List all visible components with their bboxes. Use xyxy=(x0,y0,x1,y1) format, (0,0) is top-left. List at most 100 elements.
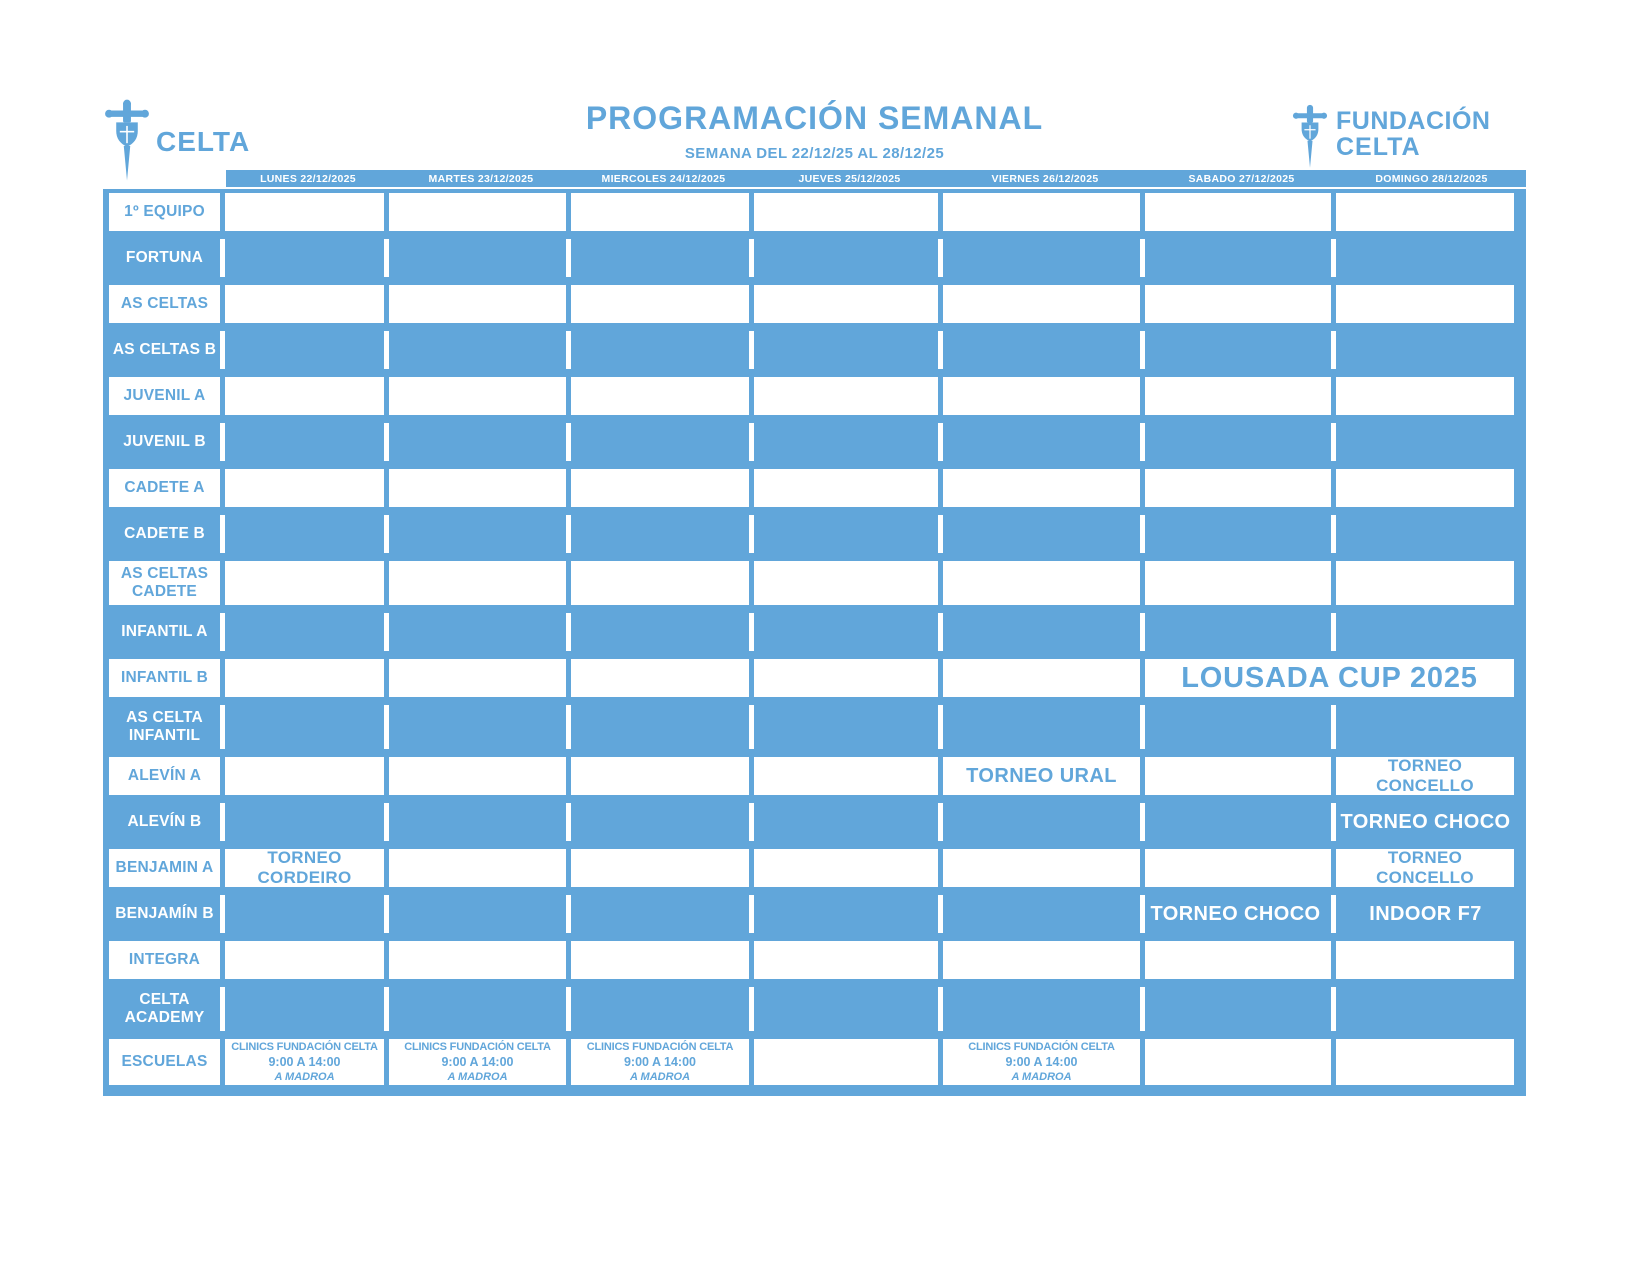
team-label-line: CELTA xyxy=(139,991,190,1009)
team-label: CADETE B xyxy=(124,525,205,543)
empty-cell-day-2 xyxy=(566,941,749,979)
team-label: ALEVÍN A xyxy=(109,757,220,795)
event-text: TORNEO CHOCO xyxy=(1150,902,1321,925)
team-label-line: AS CELTA xyxy=(126,709,203,727)
event-cell-day-6: TORNEO CHOCO xyxy=(1331,799,1520,845)
empty-cell-day-2 xyxy=(566,377,749,415)
team-label: AS CELTAS CADETE xyxy=(109,561,220,605)
empty-cell-day-5 xyxy=(1140,561,1331,605)
team-row-4: JUVENIL A xyxy=(103,373,1526,419)
empty-cell-day-3 xyxy=(749,757,938,795)
empty-cell-day-5 xyxy=(1140,799,1331,845)
empty-cell-day-4 xyxy=(938,659,1140,697)
team-label: AS CELTAS B xyxy=(112,341,217,359)
empty-cell-day-1 xyxy=(384,757,566,795)
empty-cell-day-0 xyxy=(220,757,384,795)
empty-cell-day-2 xyxy=(566,235,749,281)
empty-cell-day-3 xyxy=(749,701,938,753)
empty-cell-day-3 xyxy=(749,1039,938,1085)
empty-cell-day-2 xyxy=(566,561,749,605)
empty-cell-day-1 xyxy=(384,561,566,605)
empty-cell-day-4 xyxy=(938,701,1140,753)
empty-cell-day-3 xyxy=(749,941,938,979)
empty-cell-day-3 xyxy=(749,659,938,697)
team-label: INFANTIL B xyxy=(109,659,220,697)
empty-cell-day-1 xyxy=(384,419,566,465)
empty-cell-day-3 xyxy=(749,327,938,373)
empty-cell-day-3 xyxy=(749,799,938,845)
empty-cell-day-5 xyxy=(1140,983,1331,1035)
team-label: AS CELTA INFANTIL xyxy=(109,701,220,753)
empty-cell-day-1 xyxy=(384,849,566,887)
clinic-line: 9:00 A 14:00 xyxy=(1005,1054,1078,1069)
day-header-0: LUNES 22/12/2025 xyxy=(260,172,356,185)
team-label: INFANTIL A xyxy=(121,623,208,641)
event-text: CONCELLO xyxy=(1376,868,1474,887)
empty-cell-day-5 xyxy=(1140,469,1331,507)
day-header-2: MIERCOLES 24/12/2025 xyxy=(601,172,726,185)
empty-cell-day-3 xyxy=(749,193,938,231)
page-subtitle: SEMANA DEL 22/12/25 AL 28/12/25 xyxy=(684,145,945,162)
empty-cell-day-0 xyxy=(220,941,384,979)
event-text: CORDEIRO xyxy=(257,868,352,887)
empty-cell-day-1 xyxy=(384,377,566,415)
clinic-line: A MADROA xyxy=(447,1071,508,1084)
clinic-line: A MADROA xyxy=(629,1071,691,1084)
empty-cell-day-3 xyxy=(749,891,938,937)
event-text: TORNEO URAL xyxy=(966,764,1117,787)
empty-cell-day-5 xyxy=(1140,235,1331,281)
event-cell-day-5: LOUSADA CUP 2025 xyxy=(1140,659,1520,697)
empty-cell-day-2 xyxy=(566,701,749,753)
empty-cell-day-5 xyxy=(1140,419,1331,465)
team-row-15: BENJAMÍN B TORNEO CHOCO INDOOR F7 xyxy=(103,891,1526,937)
clinic-line: 9:00 A 14:00 xyxy=(623,1054,697,1069)
event-text: TORNEO xyxy=(1387,849,1463,867)
event-cell-day-6: TORNEO CONCELLO xyxy=(1331,757,1520,795)
day-header-4: VIERNES 26/12/2025 xyxy=(991,172,1099,185)
empty-cell-day-2 xyxy=(566,511,749,557)
empty-cell-day-5 xyxy=(1140,327,1331,373)
empty-cell-day-6 xyxy=(1331,701,1520,753)
event-cell-day-0: CLINICS FUNDACIÓN CELTA 9:00 A 14:00 A MAD… xyxy=(220,1039,384,1085)
celta-logo: CELTA xyxy=(104,98,250,184)
event-cell-day-4: CLINICS FUNDACIÓN CELTA 9:00 A 14:00 A MAD… xyxy=(938,1039,1140,1085)
clinic-line: A MADROA xyxy=(1011,1071,1072,1084)
event-text: INDOOR F7 xyxy=(1369,902,1482,925)
team-label: CADETE A xyxy=(109,469,220,507)
empty-cell-day-2 xyxy=(566,285,749,323)
empty-cell-day-1 xyxy=(384,659,566,697)
empty-cell-day-3 xyxy=(749,511,938,557)
event-cell-day-0: TORNEO CORDEIRO xyxy=(220,849,384,887)
event-cell-day-6: INDOOR F7 xyxy=(1331,891,1520,937)
empty-cell-day-4 xyxy=(938,609,1140,655)
empty-cell-day-2 xyxy=(566,983,749,1035)
team-row-17: CELTA ACADEMY xyxy=(103,983,1526,1035)
empty-cell-day-0 xyxy=(220,235,384,281)
empty-cell-day-0 xyxy=(220,327,384,373)
empty-cell-day-4 xyxy=(938,377,1140,415)
team-row-0: 1º EQUIPO xyxy=(103,189,1526,235)
team-row-14: BENJAMIN A TORNEO CORDEIRO TORNEO CONCELLO xyxy=(103,845,1526,891)
fundacion-celta-logo: FUNDACIÓN CELTA xyxy=(1292,104,1491,170)
team-label: FORTUNA xyxy=(125,249,204,267)
day-header-1: MARTES 23/12/2025 xyxy=(428,172,534,185)
empty-cell-day-5 xyxy=(1140,377,1331,415)
event-text: LOUSADA CUP 2025 xyxy=(1181,661,1478,694)
empty-cell-day-4 xyxy=(938,285,1140,323)
empty-cell-day-1 xyxy=(384,941,566,979)
event-text: CONCELLO xyxy=(1376,776,1474,795)
event-cell-day-1: CLINICS FUNDACIÓN CELTA 9:00 A 14:00 A MAD… xyxy=(384,1039,566,1085)
event-cell-day-6: TORNEO CONCELLO xyxy=(1331,849,1520,887)
team-row-2: AS CELTAS xyxy=(103,281,1526,327)
empty-cell-day-4 xyxy=(938,983,1140,1035)
empty-cell-day-0 xyxy=(220,469,384,507)
empty-cell-day-5 xyxy=(1140,285,1331,323)
empty-cell-day-0 xyxy=(220,799,384,845)
team-label-line: CADETE xyxy=(132,583,197,600)
team-label: JUVENIL B xyxy=(123,433,206,451)
empty-cell-day-0 xyxy=(220,659,384,697)
empty-cell-day-6 xyxy=(1331,419,1520,465)
day-header-row: LUNES 22/12/2025 MARTES 23/12/2025 MIERCOL… xyxy=(226,170,1526,187)
team-row-7: CADETE B xyxy=(103,511,1526,557)
